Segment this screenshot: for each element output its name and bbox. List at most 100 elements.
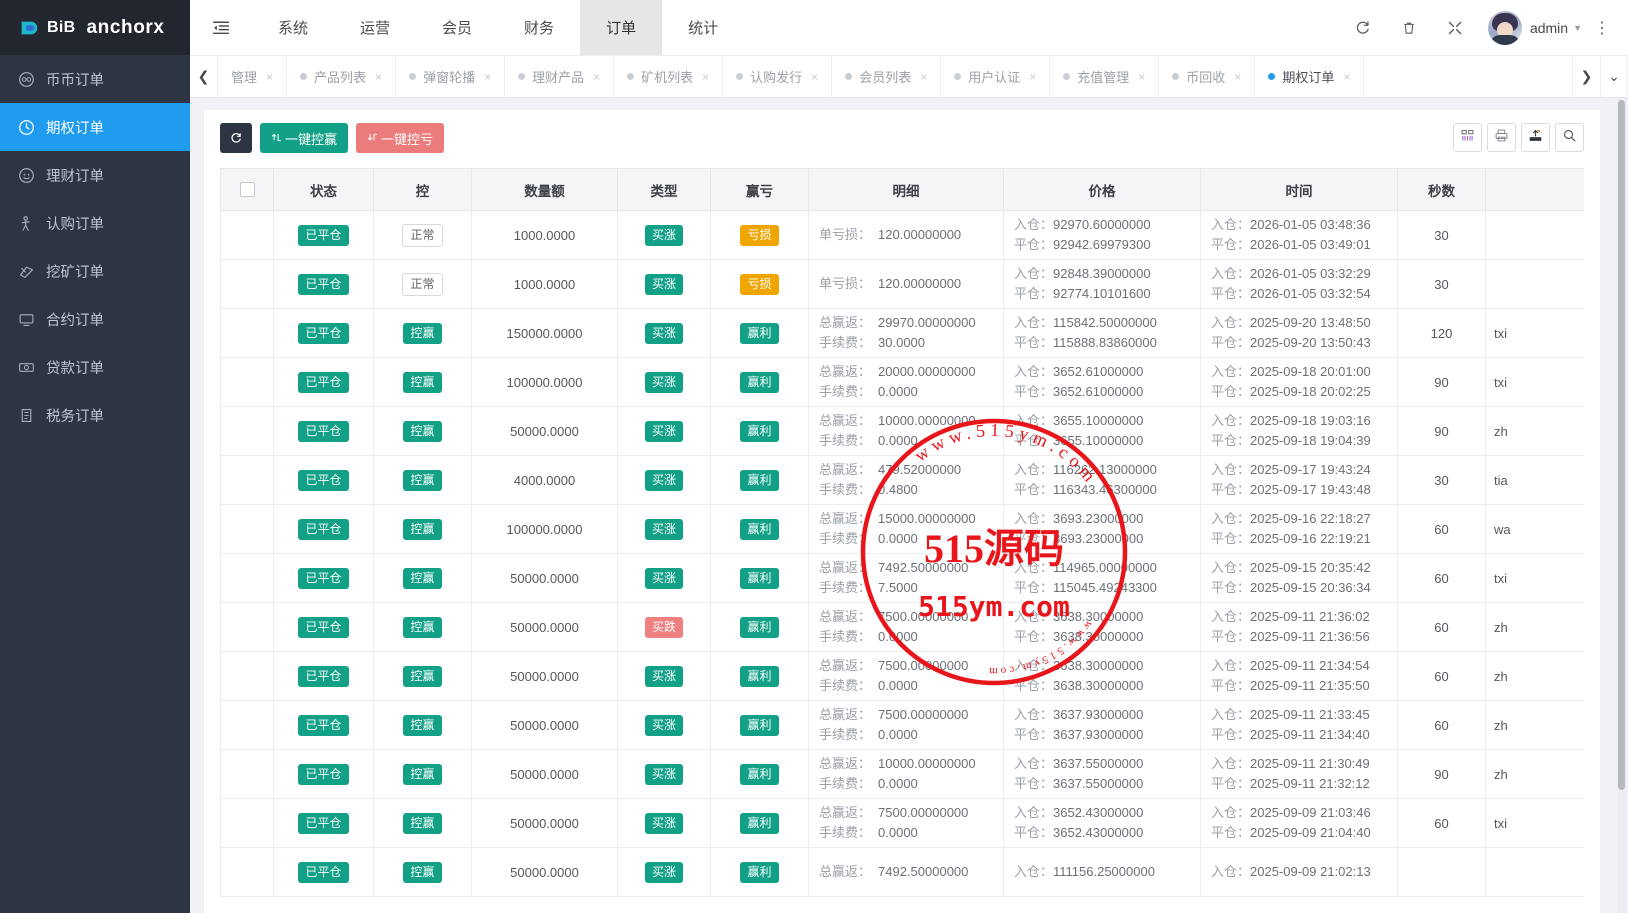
sidebar-item-contract-orders[interactable]: 合约订单 <box>0 295 190 343</box>
nav-tab-members[interactable]: 会员 <box>442 20 473 37</box>
win-all-button[interactable]: 一键控赢 <box>260 123 349 153</box>
close-icon[interactable]: × <box>702 69 710 84</box>
vertical-scrollbar[interactable] <box>1617 98 1626 913</box>
row-select-cell[interactable] <box>220 357 274 407</box>
close-icon[interactable]: × <box>484 69 492 84</box>
header-amount[interactable]: 数量额 <box>471 168 618 211</box>
fullscreen-icon[interactable] <box>1432 0 1478 55</box>
row-select-cell[interactable] <box>220 602 274 652</box>
page-tab-product-list[interactable]: 产品列表 × <box>287 56 397 97</box>
sidebar-item-tax-orders[interactable]: 税务订单 <box>0 391 190 439</box>
chevron-down-icon[interactable]: ⌄ <box>1600 56 1628 97</box>
close-icon[interactable]: × <box>920 69 928 84</box>
page-tab-recharge-management[interactable]: 充值管理 × <box>1050 56 1160 97</box>
row-select-cell[interactable] <box>220 504 274 554</box>
chevron-right-icon[interactable]: ❯ <box>1572 56 1600 97</box>
nav-tab-system[interactable]: 系统 <box>278 20 309 37</box>
page-tab-subscription-issue[interactable]: 认购发行 × <box>723 56 833 97</box>
table-row[interactable]: 已平仓 控赢 100000.0000 买涨 赢利 总赢返： 20000.00000000 手续… <box>220 357 1584 407</box>
username-label[interactable]: admin <box>1529 19 1569 36</box>
header-control[interactable]: 控 <box>373 168 472 211</box>
header-detail[interactable]: 明细 <box>808 168 1004 211</box>
tab-status-dot-icon <box>300 73 308 80</box>
page-tab-user-verification[interactable]: 用户认证 × <box>941 56 1051 97</box>
close-icon[interactable]: × <box>266 69 274 84</box>
table-row[interactable]: 已平仓 控赢 150000.0000 买涨 赢利 总赢返： 29970.00000000 手续… <box>220 308 1584 358</box>
row-select-cell[interactable] <box>220 259 274 309</box>
trash-icon[interactable] <box>1386 0 1432 55</box>
select-all-checkbox[interactable] <box>239 182 255 198</box>
row-select-cell[interactable] <box>220 798 274 848</box>
page-tab-management[interactable]: 管理 × <box>218 56 288 97</box>
header-seconds[interactable]: 秒数 <box>1397 168 1486 211</box>
nav-tab-orders[interactable]: 订单 <box>580 0 663 55</box>
header-time[interactable]: 时间 <box>1200 168 1398 211</box>
brand-logo[interactable]: BiB anchorx <box>0 0 190 55</box>
table-row[interactable]: 已平仓 控赢 50000.0000 买涨 赢利 总赢返： 7500.00000000 手续费：… <box>220 798 1584 848</box>
close-icon[interactable]: × <box>1234 69 1242 84</box>
close-icon[interactable]: × <box>1343 69 1351 84</box>
table-row[interactable]: 已平仓 控赢 50000.0000 买涨 赢利 总赢返： 10000.00000000 手续费… <box>220 406 1584 456</box>
close-icon[interactable]: × <box>811 69 819 84</box>
refresh-button[interactable] <box>220 123 252 153</box>
table-row[interactable]: 已平仓 控赢 50000.0000 买涨 赢利 总赢返： 7492.50000000 手续费：… <box>220 553 1584 603</box>
table-row[interactable]: 已平仓 控赢 50000.0000 买跌 赢利 总赢返： 7500.00000000 手续费：… <box>220 602 1584 652</box>
row-select-cell[interactable] <box>220 210 274 260</box>
sidebar: BiB anchorx 币币订单 期权订单 理财订单 认购订单 挖矿订单 <box>0 0 190 913</box>
search-button[interactable] <box>1555 123 1584 152</box>
refresh-icon[interactable] <box>1340 0 1386 55</box>
vertical-scrollbar-thumb[interactable] <box>1618 100 1625 790</box>
print-button[interactable] <box>1487 123 1516 152</box>
lose-all-button[interactable]: 一键控亏 <box>356 123 445 153</box>
chevron-left-icon[interactable]: ❮ <box>190 56 218 97</box>
avatar[interactable] <box>1487 10 1522 45</box>
sidebar-item-loan-orders[interactable]: 贷款订单 <box>0 343 190 391</box>
row-select-cell[interactable] <box>220 749 274 799</box>
row-select-cell[interactable] <box>220 700 274 750</box>
row-select-cell[interactable] <box>220 455 274 505</box>
row-select-cell[interactable] <box>220 406 274 456</box>
menu-fold-icon[interactable] <box>190 0 252 55</box>
header-type[interactable]: 类型 <box>617 168 711 211</box>
page-tab-popup-carousel[interactable]: 弹窗轮播 × <box>396 56 506 97</box>
chevron-down-icon[interactable]: ▼ <box>1573 22 1582 33</box>
sidebar-item-option-orders[interactable]: 期权订单 <box>0 103 190 151</box>
more-options-icon[interactable]: ⋮ <box>1594 19 1610 37</box>
page-tab-finance-products[interactable]: 理财产品 × <box>505 56 615 97</box>
table-row[interactable]: 已平仓 控赢 4000.0000 买涨 赢利 总赢返： 479.52000000 手续费： 0.… <box>220 455 1584 505</box>
columns-button[interactable] <box>1453 123 1482 152</box>
header-price[interactable]: 价格 <box>1003 168 1201 211</box>
nav-tab-operations[interactable]: 运营 <box>360 20 391 37</box>
close-icon[interactable]: × <box>1029 69 1037 84</box>
row-select-cell[interactable] <box>220 553 274 603</box>
page-tab-member-list[interactable]: 会员列表 × <box>832 56 942 97</box>
sidebar-item-mining-orders[interactable]: 挖矿订单 <box>0 247 190 295</box>
row-select-cell[interactable] <box>220 847 274 897</box>
page-tab-coin-recycle[interactable]: 币回收 × <box>1159 56 1256 97</box>
export-button[interactable] <box>1521 123 1550 152</box>
close-icon[interactable]: × <box>375 69 383 84</box>
page-tab-option-orders[interactable]: 期权订单 × <box>1255 56 1365 97</box>
control-badge: 控赢 <box>403 714 442 736</box>
table-row[interactable]: 已平仓 控赢 50000.0000 买涨 赢利 总赢返： 10000.00000000 手续费… <box>220 749 1584 799</box>
table-row[interactable]: 已平仓 控赢 100000.0000 买涨 赢利 总赢返： 15000.00000000 手续… <box>220 504 1584 554</box>
row-select-cell[interactable] <box>220 308 274 358</box>
table-row[interactable]: 已平仓 正常 1000.0000 买涨 亏损 单亏损： 120.00000000 入仓： 929… <box>220 210 1584 260</box>
sidebar-item-finance-orders[interactable]: 理财订单 <box>0 151 190 199</box>
page-tab-miner-list[interactable]: 矿机列表 × <box>614 56 724 97</box>
type-badge: 买涨 <box>644 322 683 344</box>
close-icon[interactable]: × <box>593 69 601 84</box>
sidebar-item-subscription-orders[interactable]: 认购订单 <box>0 199 190 247</box>
table-row[interactable]: 已平仓 控赢 50000.0000 买涨 赢利 总赢返： 7500.00000000 手续费：… <box>220 651 1584 701</box>
nav-tab-finance[interactable]: 财务 <box>524 20 555 37</box>
header-status[interactable]: 状态 <box>273 168 374 211</box>
table-row[interactable]: 已平仓 控赢 50000.0000 买涨 赢利 总赢返： 7500.00000000 手续费：… <box>220 700 1584 750</box>
row-select-cell[interactable] <box>220 651 274 701</box>
header-user[interactable] <box>1485 168 1584 211</box>
close-icon[interactable]: × <box>1138 69 1146 84</box>
sidebar-item-coin-orders[interactable]: 币币订单 <box>0 55 190 103</box>
table-row[interactable]: 已平仓 控赢 50000.0000 买涨 赢利 总赢返： 7492.50000000 入仓： 1… <box>220 847 1584 897</box>
table-row[interactable]: 已平仓 正常 1000.0000 买涨 亏损 单亏损： 120.00000000 入仓： 928… <box>220 259 1584 309</box>
nav-tab-statistics[interactable]: 统计 <box>688 20 719 37</box>
header-profit-loss[interactable]: 赢亏 <box>710 168 809 211</box>
